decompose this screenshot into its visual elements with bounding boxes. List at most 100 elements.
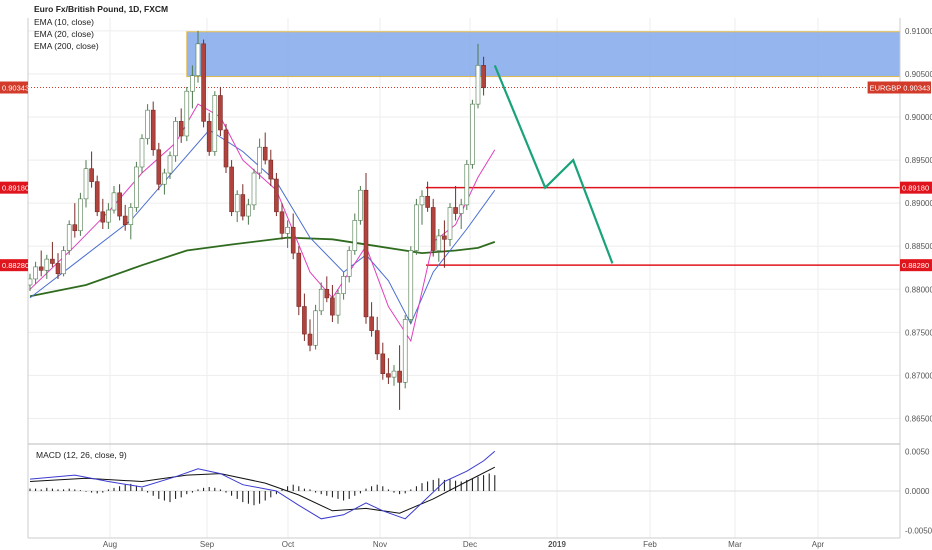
candle-body xyxy=(83,168,89,200)
candle-body xyxy=(178,121,184,137)
candle-body xyxy=(402,319,408,383)
price-tick-label: 0.88000 xyxy=(905,285,932,294)
candle-body xyxy=(106,209,111,223)
candle-body xyxy=(386,373,391,378)
candle-body xyxy=(212,95,218,152)
candle-body xyxy=(44,258,50,271)
last-price-tag-left-bg xyxy=(0,81,28,94)
candle-body xyxy=(470,103,475,165)
candle-body xyxy=(458,204,464,214)
price-tags: 0.90343 EURGBP 0.90343 0.89180 0.89180 0.882… xyxy=(0,81,932,272)
candle-body xyxy=(430,207,436,251)
level-tag-lower-right-bg xyxy=(900,259,932,272)
candle-body xyxy=(436,235,442,251)
candle-body xyxy=(38,266,44,271)
candle-body xyxy=(290,226,296,254)
level-tag-upper-right: 0.89180 xyxy=(902,184,929,193)
time-axis: Aug Sep Oct Nov Dec 2019 Feb Mar Apr xyxy=(103,540,825,549)
candle-body xyxy=(419,195,425,206)
candle-body xyxy=(206,121,212,152)
last-price-tag-right-bg xyxy=(867,81,931,94)
candle-body xyxy=(229,166,234,213)
projection-path xyxy=(493,64,614,264)
ema20-line xyxy=(29,129,496,325)
candle-body xyxy=(111,192,117,211)
candle-body xyxy=(89,168,94,182)
last-price-tag-right: EURGBP 0.90343 xyxy=(870,84,931,93)
time-tick-label: Aug xyxy=(103,540,117,549)
candle-body xyxy=(173,121,178,157)
candle-body xyxy=(335,293,341,316)
price-tick-label: 0.88500 xyxy=(905,242,932,251)
candle-body xyxy=(414,204,419,251)
candle-body xyxy=(128,207,134,225)
candle-body xyxy=(358,189,363,221)
level-tag-upper-left: 0.89180 xyxy=(2,184,29,193)
time-tick-label: Feb xyxy=(643,540,657,549)
candle-body xyxy=(167,155,173,174)
price-axis: 0.91000 0.90500 0.90000 0.89500 0.89000 0.885… xyxy=(905,27,932,424)
ema-lines xyxy=(29,103,496,343)
candle-body xyxy=(201,43,206,122)
candle-body xyxy=(330,297,335,316)
candle-body xyxy=(408,250,414,320)
candle-body xyxy=(464,164,470,206)
level-tag-lower-left-bg xyxy=(0,259,28,272)
macd-signal-line xyxy=(29,466,496,514)
level-tag-lower-right: 0.88280 xyxy=(902,261,929,270)
price-tick-label: 0.87000 xyxy=(905,371,932,380)
candle-body xyxy=(318,288,324,312)
last-price-tag-left: 0.90343 xyxy=(2,84,29,93)
price-tick-label: 0.91000 xyxy=(905,27,932,36)
candle-body xyxy=(72,224,78,232)
price-tick-label: 0.89500 xyxy=(905,156,932,165)
candle-body xyxy=(302,306,307,335)
candle-body xyxy=(150,109,156,151)
macd-label: MACD (12, 26, close, 9) xyxy=(36,450,127,460)
candles xyxy=(27,30,486,410)
candle-body xyxy=(324,288,330,299)
candle-body xyxy=(156,149,162,185)
candle-body xyxy=(453,207,458,214)
macd-axis: 0.0050 0.0000 -0.0050 xyxy=(905,447,932,535)
candle-body xyxy=(274,178,279,213)
legend-ema20: EMA (20, close) xyxy=(34,29,94,39)
candle-body xyxy=(380,353,386,374)
candle-body xyxy=(397,370,402,383)
time-tick-label: Nov xyxy=(373,540,387,549)
candle-body xyxy=(346,250,352,277)
time-tick-label: Oct xyxy=(282,540,295,549)
candle-body xyxy=(240,194,246,217)
candle-body xyxy=(100,211,106,223)
macd-tick-label: 0.0000 xyxy=(905,487,930,496)
candle-body xyxy=(447,207,453,240)
time-tick-label: 2019 xyxy=(548,540,566,549)
candle-body xyxy=(268,159,274,180)
grid xyxy=(28,18,900,538)
candle-body xyxy=(162,172,167,185)
projection-line xyxy=(493,64,614,264)
candle-body xyxy=(218,95,223,131)
chart-title: Euro Fx/British Pound, 1D, FXCM xyxy=(34,4,168,14)
time-tick-label: Dec xyxy=(463,540,477,549)
candle-body xyxy=(122,215,128,225)
candle-body xyxy=(246,204,251,217)
candle-body xyxy=(190,75,195,92)
candle-body xyxy=(475,65,481,105)
macd-tick-label: 0.0050 xyxy=(905,447,930,456)
candle-body xyxy=(61,250,66,275)
candle-body xyxy=(117,192,122,217)
legend-ema10: EMA (10, close) xyxy=(34,17,94,27)
price-tick-label: 0.90000 xyxy=(905,113,932,122)
candle-body xyxy=(139,138,145,168)
ema10-line xyxy=(29,103,496,343)
candle-body xyxy=(374,330,380,355)
price-tick-label: 0.90500 xyxy=(905,70,932,79)
candle-body xyxy=(442,235,447,240)
legend-ema200: EMA (200, close) xyxy=(34,41,99,51)
candle-body xyxy=(296,252,302,307)
time-tick-label: Apr xyxy=(812,540,825,549)
price-tick-label: 0.89000 xyxy=(905,199,932,208)
candle-body xyxy=(307,333,313,346)
